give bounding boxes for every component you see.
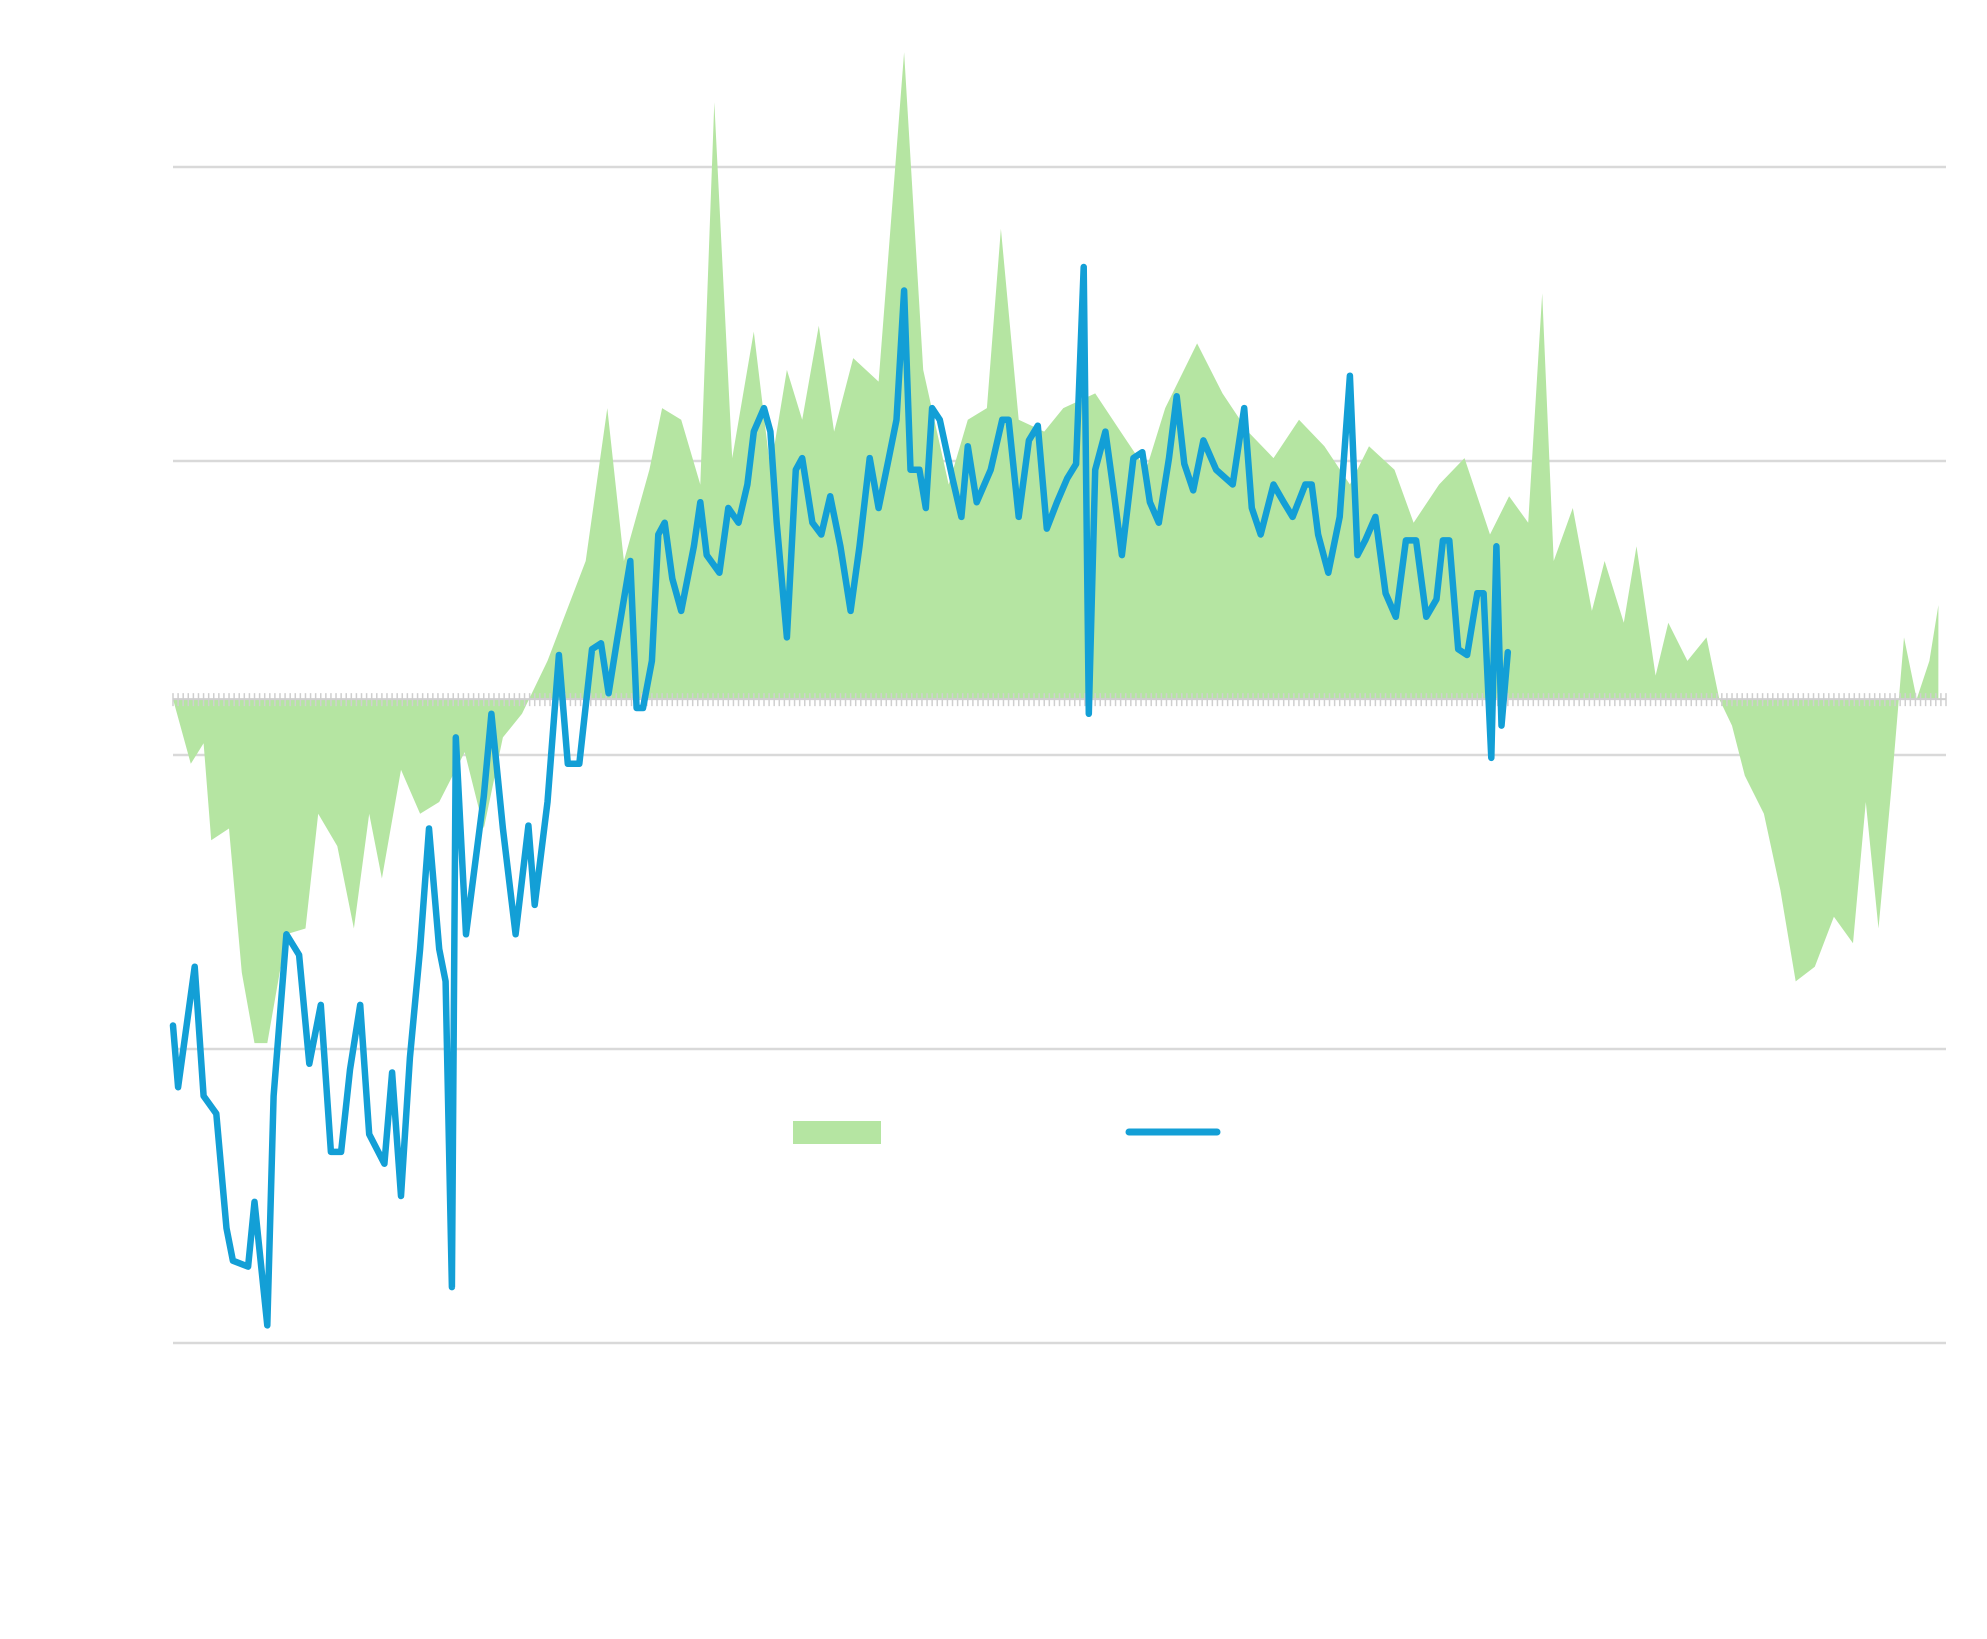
area-series [173, 52, 1939, 1044]
series-line [169, 263, 1512, 1329]
legend-swatch-area [793, 1121, 881, 1144]
x-axis-ticks [172, 693, 1947, 707]
legend [793, 1121, 1221, 1144]
line-series [169, 263, 1512, 1329]
area-fill [173, 52, 1939, 1044]
